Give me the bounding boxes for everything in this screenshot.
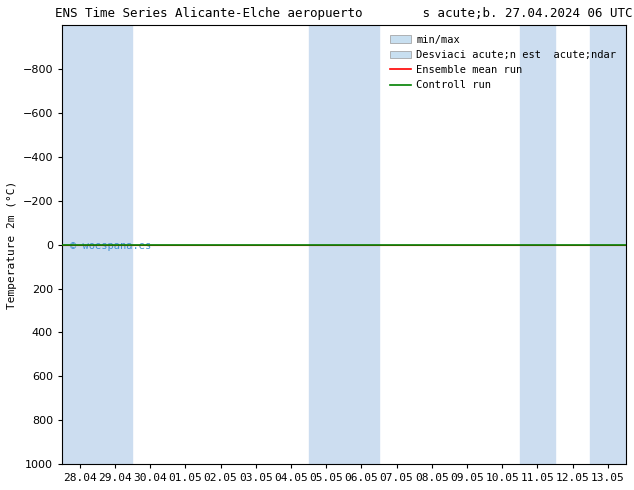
Bar — [590, 25, 626, 464]
Bar — [62, 25, 97, 464]
Bar — [344, 25, 379, 464]
Title: ENS Time Series Alicante-Elche aeropuerto        s acute;b. 27.04.2024 06 UTC: ENS Time Series Alicante-Elche aeropuert… — [55, 7, 633, 20]
Text: © woespana.es: © woespana.es — [70, 241, 152, 250]
Y-axis label: Temperature 2m (°C): Temperature 2m (°C) — [7, 180, 17, 309]
Bar — [309, 25, 344, 464]
Legend: min/max, Desviaci acute;n est  acute;ndar, Ensemble mean run, Controll run: min/max, Desviaci acute;n est acute;ndar… — [386, 30, 620, 95]
Bar — [97, 25, 133, 464]
Bar — [520, 25, 555, 464]
